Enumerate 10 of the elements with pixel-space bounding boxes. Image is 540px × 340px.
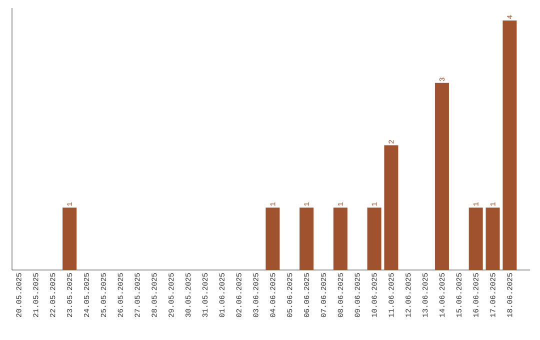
bar (333, 208, 348, 270)
bar (384, 145, 398, 270)
bar (62, 208, 77, 270)
bar (434, 82, 449, 270)
bar (486, 208, 500, 270)
bar (468, 208, 483, 270)
bar (367, 208, 382, 270)
bar (266, 208, 280, 270)
bar (300, 208, 314, 270)
bar (502, 20, 517, 270)
